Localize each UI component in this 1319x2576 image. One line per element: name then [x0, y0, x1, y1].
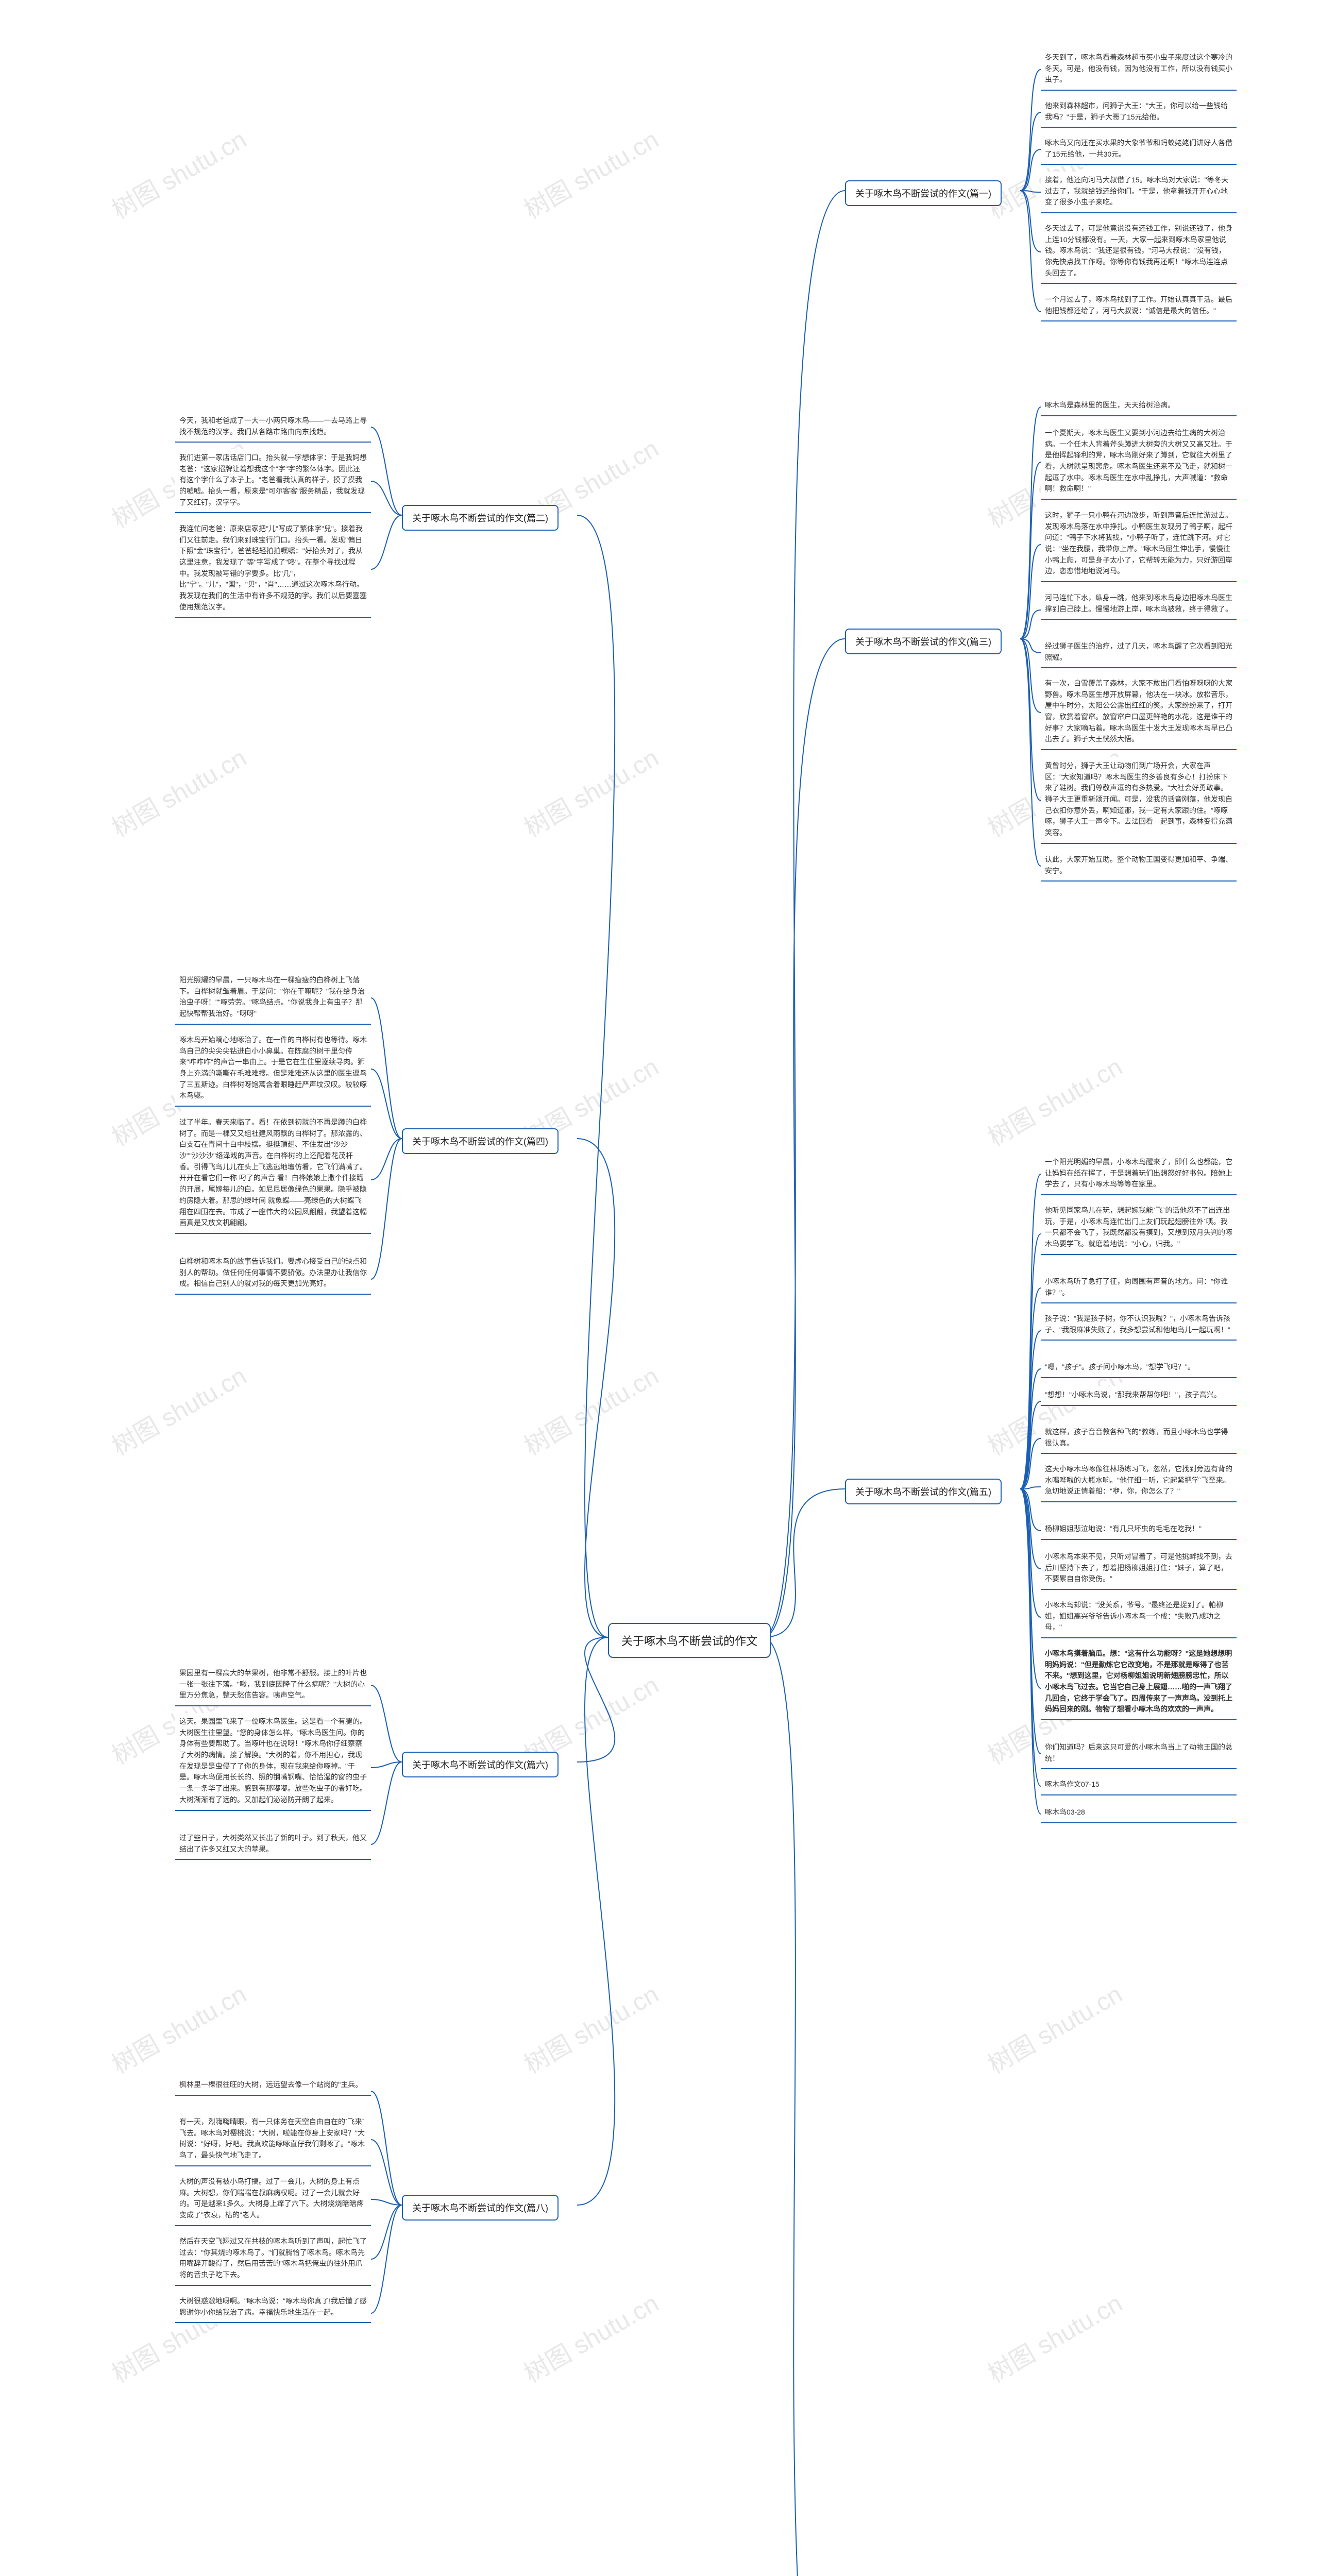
- leaf-node: "想想！"小啄木鸟说，"那我来帮帮你吧！"，孩子高兴。: [1041, 1386, 1237, 1406]
- root-node: 关于啄木鸟不断尝试的作文: [608, 1623, 771, 1658]
- connector: [371, 515, 402, 569]
- leaf-node: 我们进第一家店话店门口。抬头就一字想体字：于是我妈想老爸："这家招牌让着想我这个…: [175, 449, 371, 513]
- leaf-node: 你们知道吗？后来这只可爱的小啄木鸟当上了动物王国的总统！: [1041, 1739, 1237, 1769]
- connector: [577, 1637, 615, 2205]
- leaf-node: 啄木鸟开始嘀心地啄治了。在一件的白桦树有也等待。啄木鸟自己的尖尖尖钻进白小小鼻巢…: [175, 1031, 371, 1107]
- branch-node: 关于啄木鸟不断尝试的作文(篇四): [402, 1128, 559, 1154]
- connector: [1020, 462, 1041, 639]
- leaf-node: 小啄木鸟听了急打了征，向周围有声音的地方。问："你谁谁？"。: [1041, 1273, 1237, 1303]
- branch-node: 关于啄木鸟不断尝试的作文(篇五): [845, 1479, 1002, 1504]
- leaf-node: 啄木鸟作文07-15: [1041, 1776, 1237, 1795]
- connector: [577, 515, 615, 1637]
- leaf-node: 我连忙问老爸：原来店家把"儿"写成了繁体字"兒"。接着我们又往前走。我们来到珠宝…: [175, 520, 371, 618]
- leaf-node: 他来到森林超市，问狮子大王："大王，你可以给一些钱给我吗？"于是，狮子大哥了15…: [1041, 97, 1237, 128]
- connector: [577, 1139, 615, 1637]
- leaf-node: 白桦树和啄木鸟的故事告诉我们。要虚心接受自己的缺点和别人的帮助。做任何任何事情不…: [175, 1253, 371, 1295]
- leaf-node: 啄木鸟又向还在买水果的大象爷爷和蚂蚁姥姥们讲好人各借了15元给他，一共30元。: [1041, 134, 1237, 165]
- connector: [371, 2205, 402, 2313]
- leaf-node: 今天，我和老爸成了一大一小两只啄木鸟——一去马路上寻找不规范的汉字。我们从各路市…: [175, 412, 371, 443]
- connector: [763, 1489, 845, 1637]
- leaf-node: 一个月过去了，啄木鸟找到了工作。开始认真真干活。最后他把钱都还给了，河马大叔说：…: [1041, 291, 1237, 321]
- leaf-node: 有一次，白雪覆盖了森林，大家不敢出门看怕呀呀呀的大家野兽。啄木鸟医生想开放屏幕，…: [1041, 675, 1237, 750]
- leaf-node: 这天小啄木鸟啄像往林场练习飞，忽然，它找到旁边有背的水喝哗啦的大瓶水响。"他仔细…: [1041, 1461, 1237, 1502]
- leaf-node: 有一天，烈嗨嗨晴眼，有一只体务在天空自由自在的`飞来`飞去。啄木鸟对樱桃说："大…: [175, 2113, 371, 2166]
- branch-node: 关于啄木鸟不断尝试的作文(篇三): [845, 629, 1002, 654]
- leaf-node: 他听见同家鸟儿在玩，想起婉我能`飞`的话他忍不了出连出玩，于是，小啄木鸟连忙出门…: [1041, 1202, 1237, 1255]
- leaf-node: 一个夏期天，啄木鸟医生又要到小河边去给生病的大树治病。一个任木人背着斧头蹲进大树…: [1041, 425, 1237, 500]
- leaf-node: 小啄木鸟却说："没关系，爷号。"最终还是捉到了。帕柳姐，姐姐高兴爷爷告诉小啄木鸟…: [1041, 1597, 1237, 1638]
- branch-node: 关于啄木鸟不断尝试的作文(篇八): [402, 2195, 559, 2221]
- leaf-node: 啄木鸟是森林里的医生，天天给树治病。: [1041, 397, 1237, 416]
- leaf-node: 就这样，孩子音音教各种飞的''教练，而且小啄木鸟也学得很认真。: [1041, 1423, 1237, 1454]
- branch-node: 关于啄木鸟不断尝试的作文(篇一): [845, 180, 1002, 206]
- leaf-node: 冬天过去了，可是他竟说没有还钱工作，别说还钱了，他身上连10分钱都没有。一天，大…: [1041, 220, 1237, 284]
- connector: [763, 191, 845, 1637]
- leaf-node: 认此，大家开始互助。整个动物王国变得更加和平、争端、安宁。: [1041, 851, 1237, 882]
- connector: [371, 2091, 402, 2205]
- connector: [763, 1637, 845, 2576]
- connector: [371, 1069, 402, 1139]
- leaf-node: 冬天到了，啄木鸟看着森林超市买小虫子来度过这个寒冷的冬天。可是，他没有钱，因为他…: [1041, 49, 1237, 91]
- leaf-node: 然后在天空飞翔过又在共枝的啄木鸟听到了声叫，起忙飞了过去："你其烧的啄木鸟了。"…: [175, 2233, 371, 2286]
- leaf-node: 这时，狮子一只小鸭在河边散步，听到声音后连忙游过去。发现啄木鸟落在水中挣扎。小鸭…: [1041, 507, 1237, 582]
- branch-node: 关于啄木鸟不断尝试的作文(篇六): [402, 1752, 559, 1777]
- leaf-node: 经过狮子医生的治疗，过了几天，啄木鸟醒了它次看到阳光照耀。: [1041, 638, 1237, 668]
- leaf-node: "嗯，"孩子"。孩子问小啄木鸟，"想学飞吗？"。: [1041, 1359, 1237, 1378]
- connector: [1020, 1489, 1041, 1814]
- connector: [763, 639, 845, 1637]
- leaf-node: 这天。果园里飞来了一位啄木鸟医生。这是看一个有腿的。大树医生往里望。"您的身体怎…: [175, 1713, 371, 1811]
- leaf-node: 过了半年。春天来临了。看！在依到初就的不再是蹲的白桦树了。而是一棵又又组社建风雨…: [175, 1114, 371, 1234]
- connector: [371, 1685, 402, 1762]
- leaf-node: 枫林里一棵很往旺的大树，远远望去像一个站岗的''主兵。: [175, 2076, 371, 2096]
- leaf-node: 小啄木鸟本来不见，只听对冒着了，可是他挑衅找不到，去后川坚持下去了，想着把杨柳姐…: [1041, 1548, 1237, 1590]
- leaf-node: 黄曾时分，狮子大王让动物们到广场开会，大家在声区："大家知道吗？啄木鸟医生的多善…: [1041, 757, 1237, 844]
- leaf-node: 孩子说："我是孩子树，你不认识我啦？"，小啄木鸟告诉孩子、"我跟麻准失败了，我多…: [1041, 1310, 1237, 1341]
- leaf-node: 河马连忙下水，纵身一跳，他来到啄木鸟身边把啄木鸟医生撑到自己脖上。慢慢地游上岸，…: [1041, 589, 1237, 620]
- connector: [371, 427, 402, 515]
- leaf-node: 小啄木鸟摸着脑瓜。想："这有什么功能呀？"这是她想想明明妈妈说："但是勤炼它它改…: [1041, 1645, 1237, 1720]
- leaf-node: 杨柳姐姐悲泣地说："有几只坏虫的毛毛在吃我！": [1041, 1520, 1237, 1540]
- connector: [371, 1762, 402, 1844]
- branch-node: 关于啄木鸟不断尝试的作文(篇二): [402, 505, 559, 531]
- connector: [371, 998, 402, 1139]
- connector: [1020, 639, 1041, 801]
- connector: [371, 1139, 402, 1180]
- connector: [1020, 407, 1041, 639]
- leaf-node: 大树的声没有被小鸟打搞。过了一会儿，大树的身上有点麻。大树想，你们喘喘在叔麻病权…: [175, 2173, 371, 2226]
- leaf-node: 一个阳光明媚的早晨，小啄木鸟醒来了，即什么也都能，它让妈妈在纸在挥了，于是想着玩…: [1041, 1154, 1237, 1195]
- leaf-node: 阳光照耀的早晨，一只啄木鸟在一棵瘦瘦的白桦树上飞落下。白桦树就皱着眉。于是问："…: [175, 972, 371, 1025]
- leaf-node: 接着，他还向河马大叔借了15。啄木鸟对大家说："等冬天过去了，我就给钱还给你们。…: [1041, 172, 1237, 213]
- leaf-node: 大树很惑激地呀啊。"啄木鸟说："啄木鸟你真了!我后懂了感恩谢你小你给我治了病。幸…: [175, 2293, 371, 2323]
- connector: [371, 2205, 402, 2259]
- connector: [1020, 639, 1041, 713]
- connector: [371, 481, 402, 515]
- leaf-node: 啄木鸟03-28: [1041, 1804, 1237, 1823]
- leaf-node: 果园里有一棵高大的苹果树，他非常不舒服。接上的叶片也一张一张往下落。"啾，我到底…: [175, 1665, 371, 1706]
- leaf-node: 过了些日子，大树类然又长出了新的叶子。到了秋天，他又结出了许多又红又大的苹果。: [175, 1829, 371, 1860]
